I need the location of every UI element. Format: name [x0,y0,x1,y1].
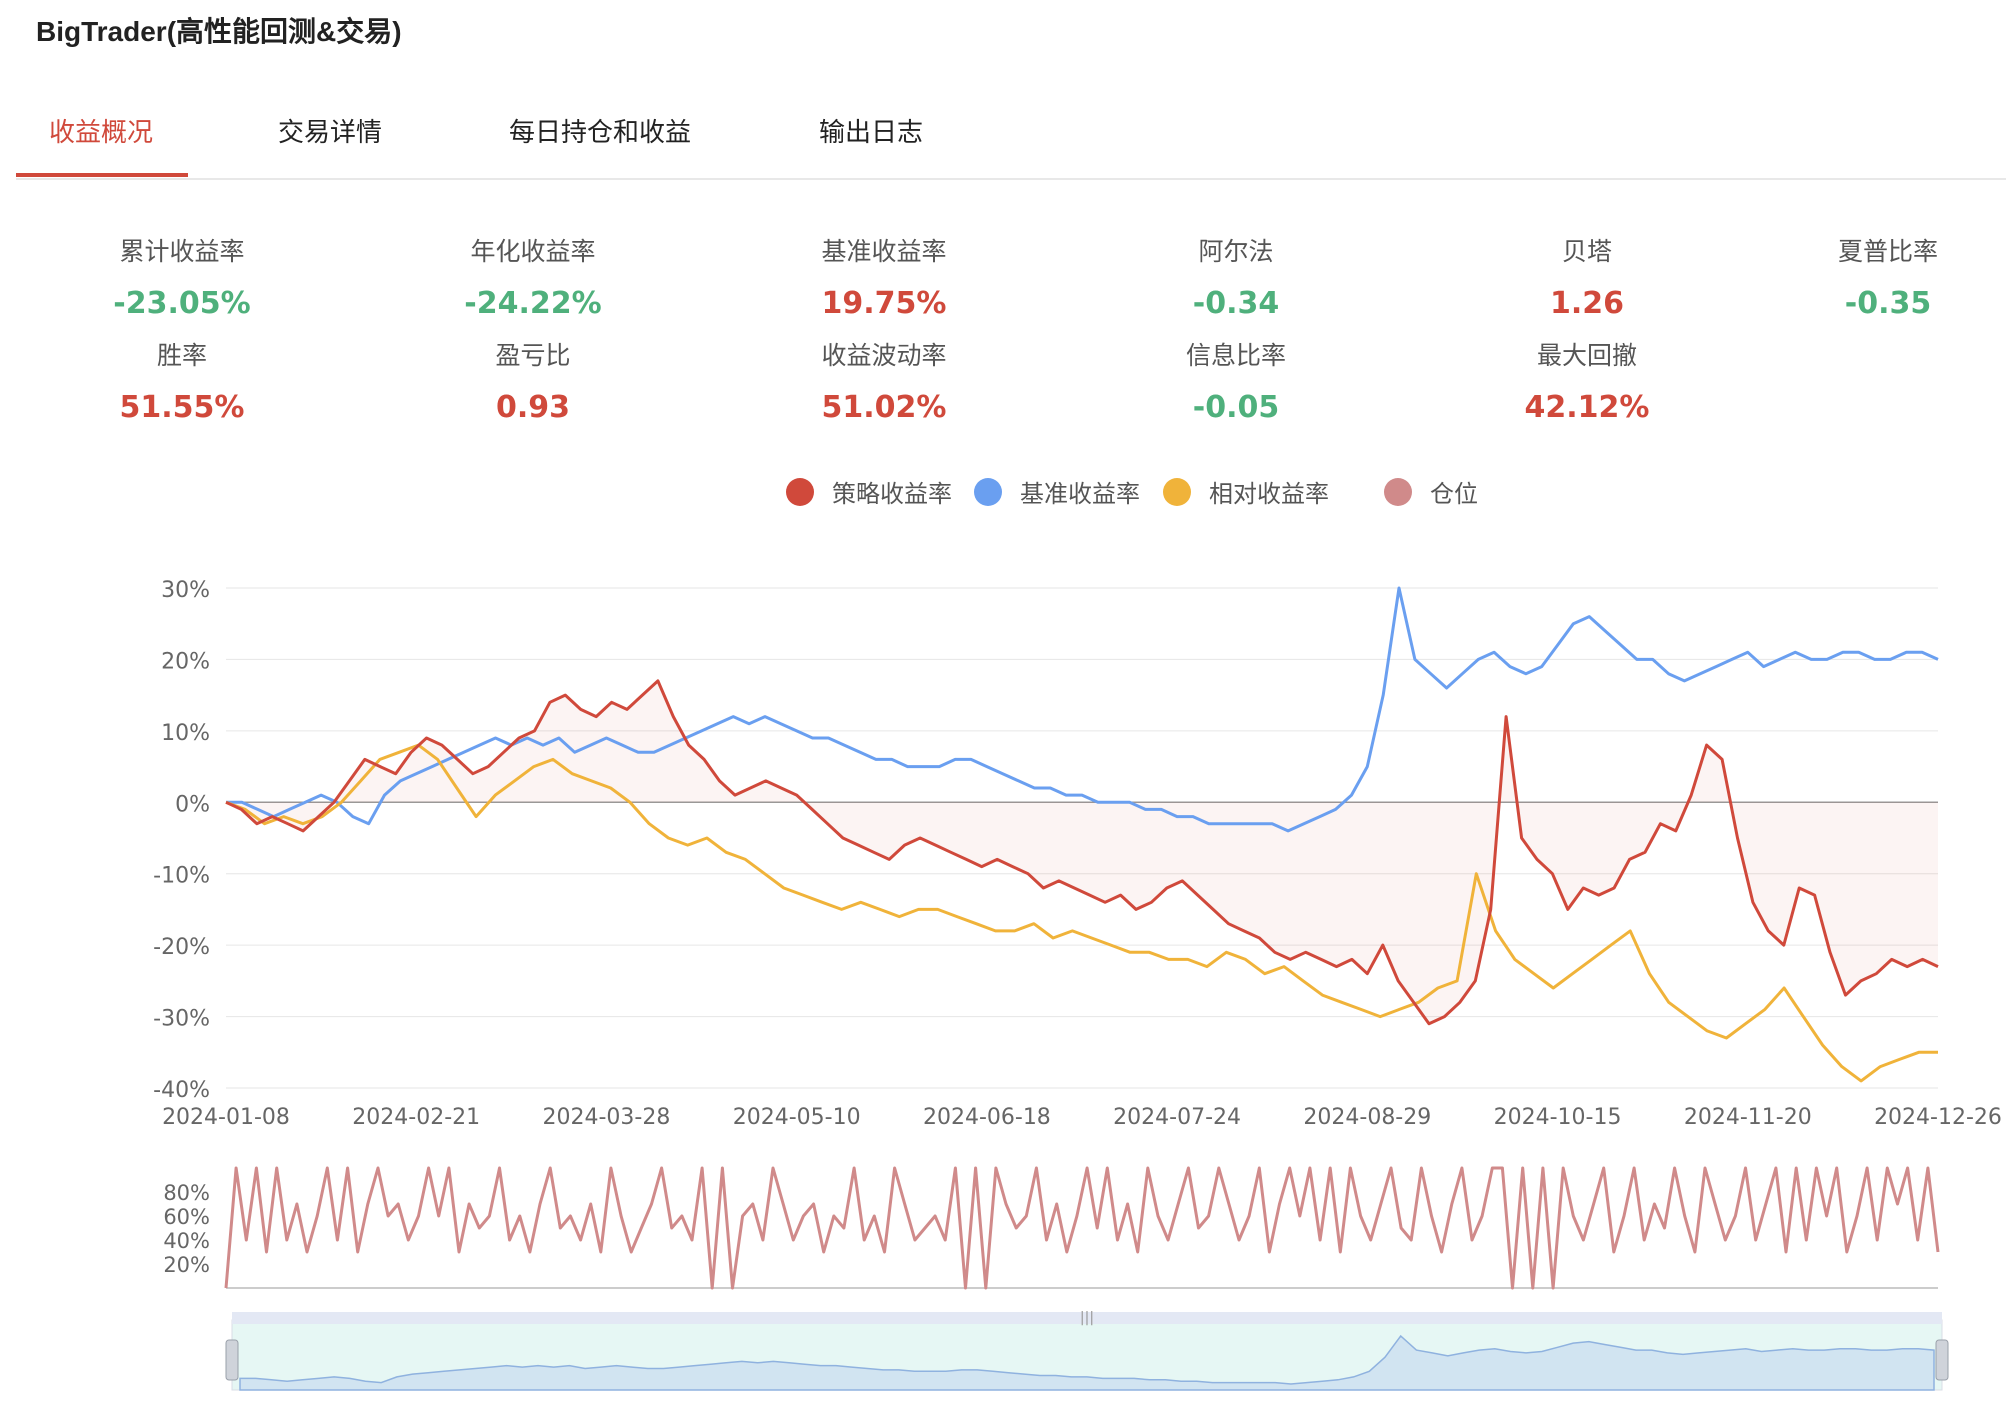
metric-value: -0.34 [1192,286,1280,321]
metric-label: 年化收益率 [470,237,596,266]
metric-label: 夏普比率 [1837,237,1938,266]
main-series [225,586,1939,1083]
x-tick-label: 2024-07-24 [1113,1105,1241,1130]
strategy-area [226,680,1938,1024]
metric-cumulative-return: 累计收益率 -23.05% [32,232,332,321]
y-tick-label: 30% [161,578,210,603]
series-line-strategy [225,679,1939,1026]
slider-handle-right[interactable] [1935,1339,1949,1381]
metric-volatility: 收益波动率 51.02% [734,336,1034,425]
metric-profit-loss-ratio: 盈亏比 0.93 [383,336,683,425]
metric-value: 0.93 [495,390,571,425]
x-tick-label: 2024-12-26 [1874,1105,2002,1130]
position-y-tick-label: 60% [163,1205,210,1229]
metric-value: -0.35 [1844,286,1932,321]
slider-top-bar [232,1312,1942,1324]
active-tab-indicator [16,173,188,177]
y-tick-label: -40% [153,1078,210,1103]
main-y-ticks: 30% 20% 10% 0% -10% -20% -30% -40% [153,578,210,1103]
metric-label: 收益波动率 [821,341,947,370]
position-y-tick-label: 80% [163,1181,210,1205]
position-chart: 80%60%40%20% [163,1166,1940,1290]
app-title: BigTrader(高性能回测&交易) [36,16,402,47]
metric-value: -0.05 [1192,390,1280,425]
main-grid [226,587,1938,1089]
tab-bar: 收益概况 交易详情 每日持仓和收益 输出日志 [16,100,2006,180]
metric-label: 贝塔 [1561,237,1612,266]
legend-item-relative[interactable]: 相对收益率 [1163,474,1329,509]
slider-preview [239,1334,1935,1391]
metric-label: 盈亏比 [495,341,571,370]
metric-label: 累计收益率 [119,237,245,266]
metric-value: -24.22% [464,286,602,321]
metric-information-ratio: 信息比率 -0.05 [1086,336,1386,425]
metric-label: 信息比率 [1185,341,1286,370]
legend-dot-icon [1163,477,1191,506]
metric-win-rate: 胜率 51.55% [32,336,332,425]
metric-value: 51.55% [119,390,245,425]
legend-dot-icon [786,477,814,506]
legend-item-benchmark[interactable]: 基准收益率 [974,474,1140,509]
y-tick-label: -30% [153,1007,210,1032]
metric-label: 阿尔法 [1198,237,1274,266]
x-tick-label: 2024-01-08 [162,1105,290,1130]
tab-overview[interactable]: 收益概况 [49,118,154,148]
metric-value: -23.05% [113,286,251,321]
y-tick-label: -20% [153,935,210,960]
chart-legend: 策略收益率 基准收益率 相对收益率 仓位 [0,474,2006,514]
series-line-relative [225,743,1938,1083]
slider-handle-left[interactable] [225,1339,239,1381]
x-tick-label: 2024-03-28 [543,1105,671,1130]
x-tick-label: 2024-10-15 [1494,1105,1622,1130]
legend-item-strategy[interactable]: 策略收益率 [786,474,952,509]
legend-label: 基准收益率 [1020,480,1140,508]
metric-value: 42.12% [1524,390,1650,425]
x-tick-label: 2024-08-29 [1303,1105,1431,1130]
x-tick-label: 2024-06-18 [923,1105,1051,1130]
legend-item-position[interactable]: 仓位 [1384,474,1478,509]
metric-value: 19.75% [821,286,947,321]
y-tick-label: -10% [153,864,210,889]
metric-max-drawdown: 最大回撤 42.12% [1437,336,1737,425]
metric-value: 51.02% [821,390,947,425]
tab-output-log[interactable]: 输出日志 [819,118,924,148]
x-tick-label: 2024-11-20 [1684,1105,1812,1130]
y-tick-label: 0% [175,792,210,817]
position-y-tick-label: 20% [163,1253,210,1277]
y-tick-label: 10% [161,721,210,746]
legend-label: 相对收益率 [1209,480,1329,508]
metric-alpha: 阿尔法 -0.34 [1086,232,1386,321]
main-x-ticks: 2024-01-08 2024-02-21 2024-03-28 2024-05-10… [162,1105,2002,1130]
metric-annual-return: 年化收益率 -24.22% [383,232,683,321]
legend-dot-icon [1384,477,1412,506]
metric-label: 基准收益率 [821,237,947,266]
metric-label: 最大回撤 [1536,341,1637,370]
legend-label: 仓位 [1430,480,1478,508]
x-tick-label: 2024-02-21 [352,1105,480,1130]
x-tick-label: 2024-05-10 [733,1105,861,1130]
metric-value: 1.26 [1549,286,1625,321]
y-tick-label: 20% [161,649,210,674]
zoom-slider[interactable]: ||| [225,1310,1949,1391]
legend-label: 策略收益率 [832,480,952,508]
tab-daily-positions[interactable]: 每日持仓和收益 [509,118,692,148]
metric-beta: 贝塔 1.26 [1437,232,1737,321]
metric-label: 胜率 [156,341,207,370]
position-line [224,1166,1940,1290]
slider-grip-icon: ||| [1080,1310,1094,1326]
tab-trade-details[interactable]: 交易详情 [278,118,383,148]
legend-dot-icon [974,477,1002,506]
metric-benchmark-return: 基准收益率 19.75% [734,232,1034,321]
position-y-tick-label: 40% [163,1229,210,1253]
metric-sharpe: 夏普比率 -0.35 [1788,232,1988,321]
